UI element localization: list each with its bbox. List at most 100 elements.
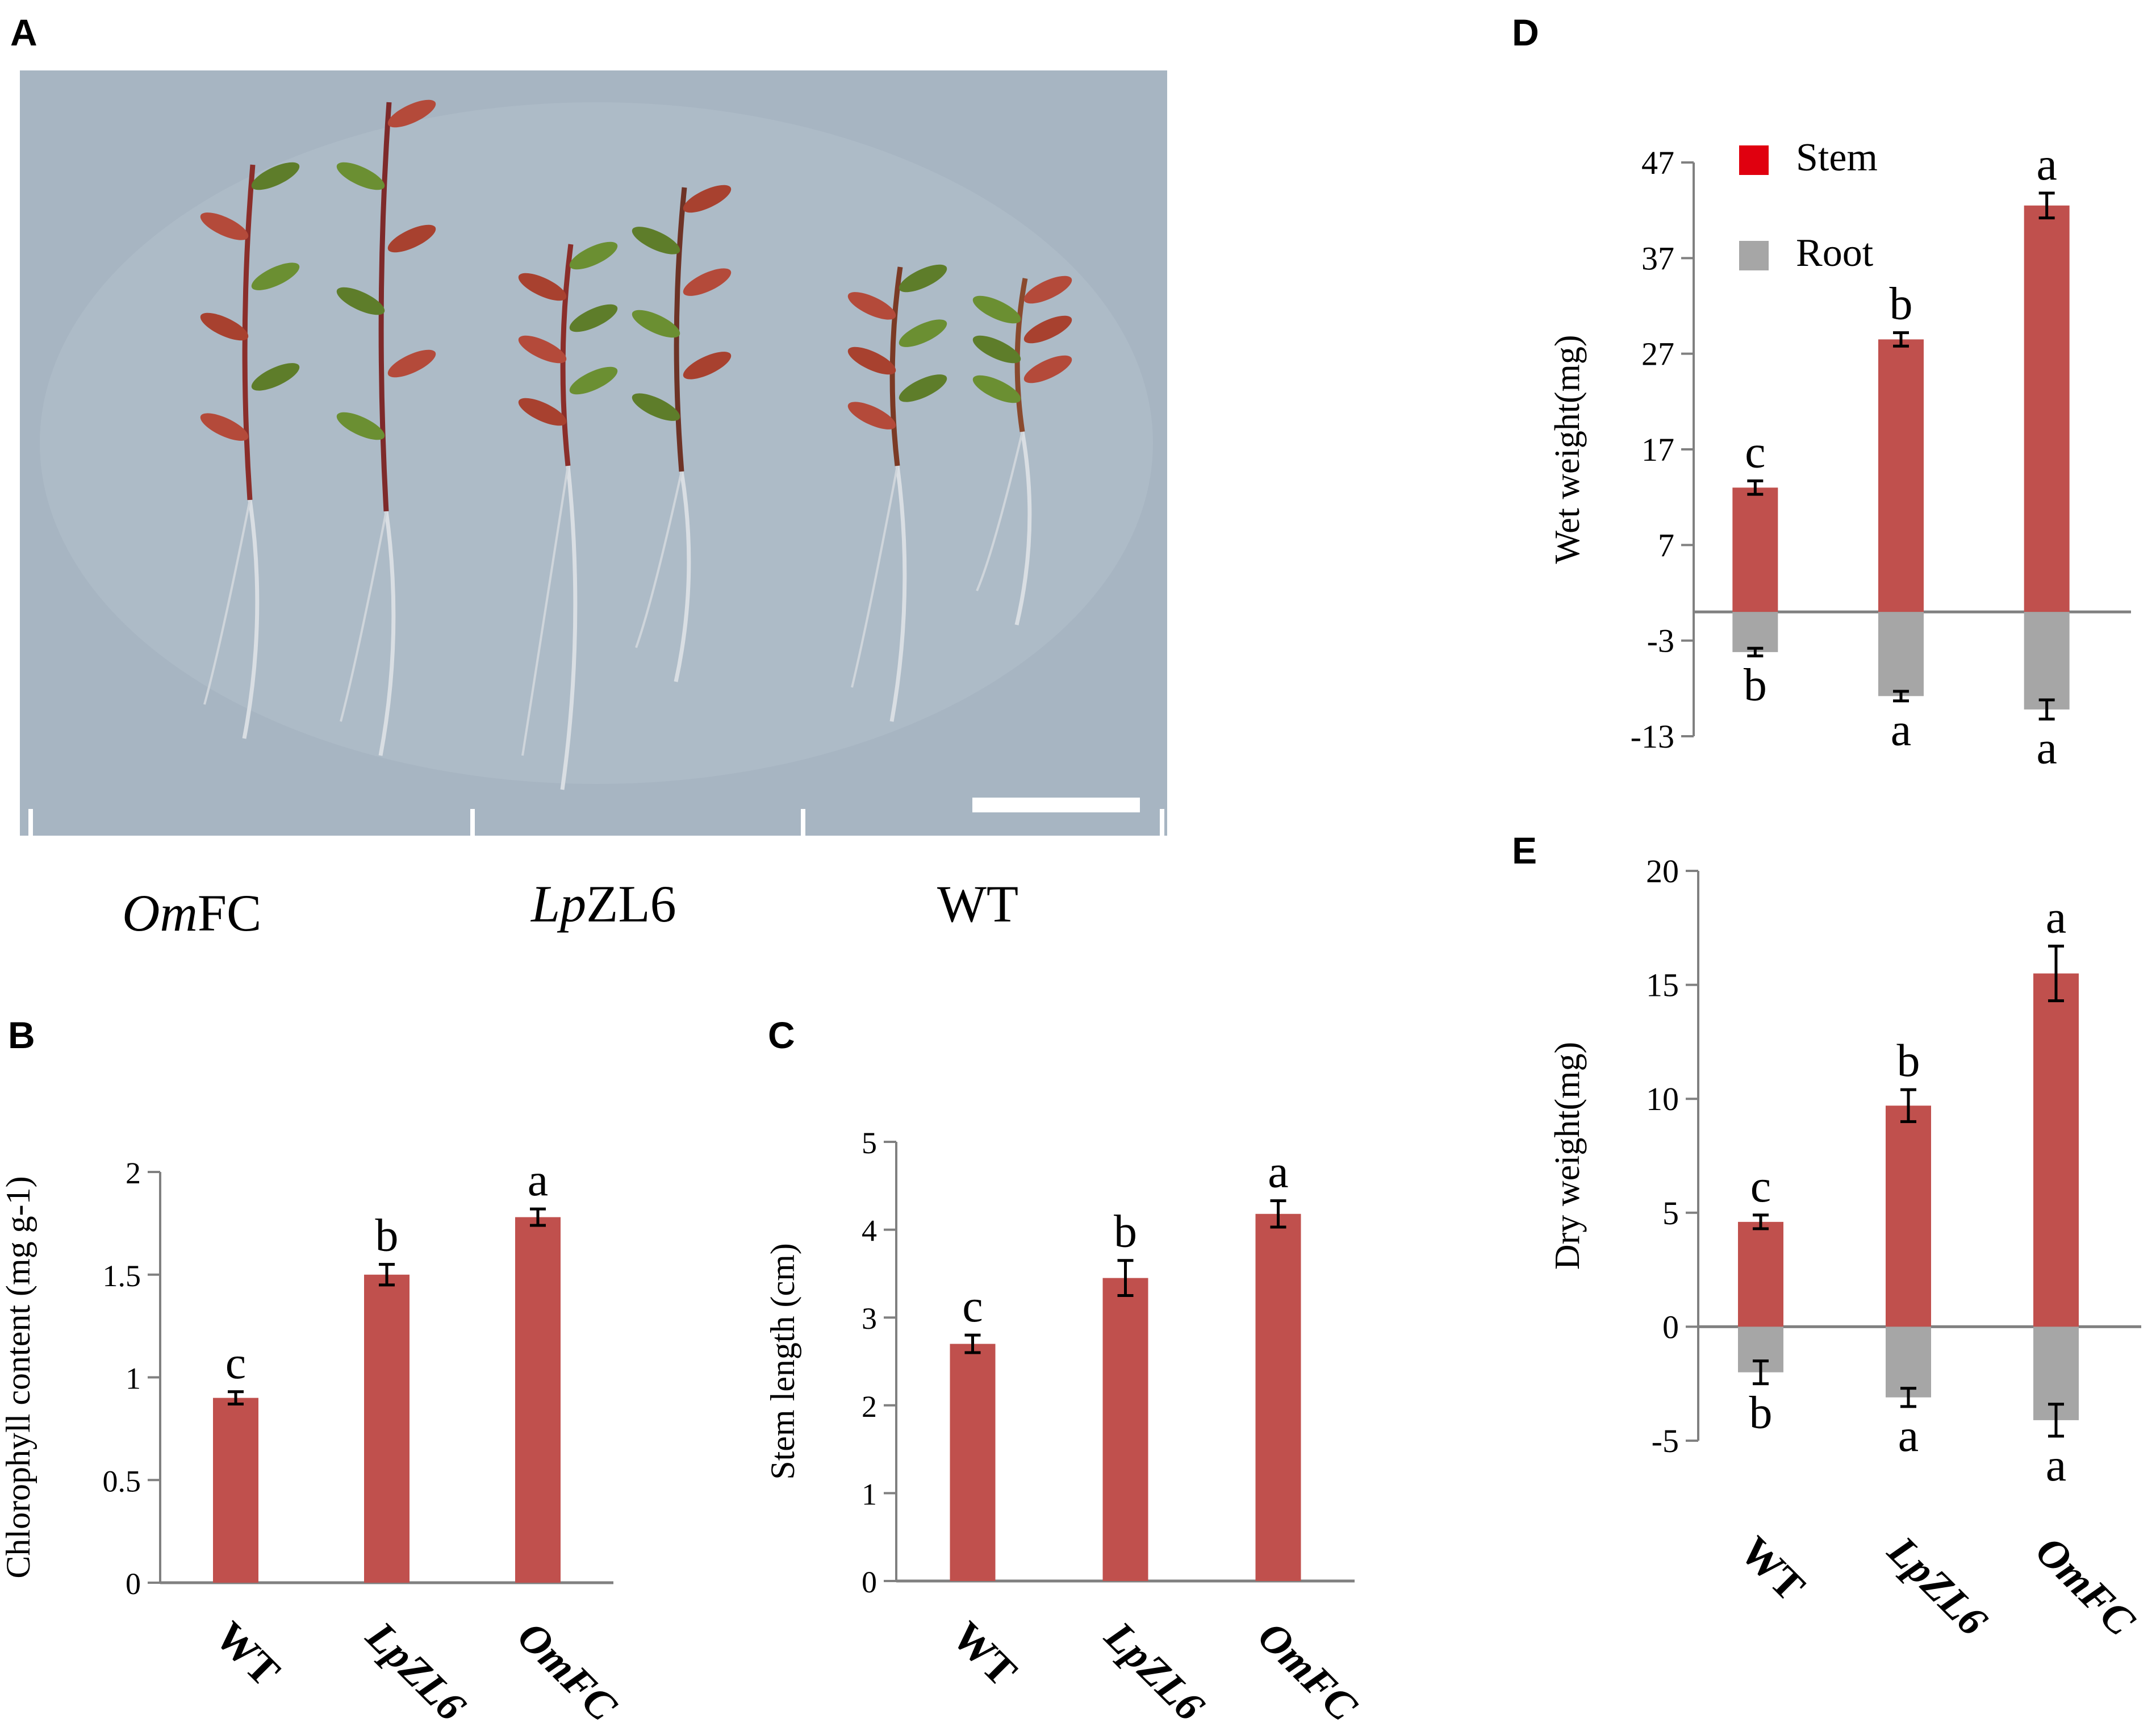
x-tick-label: WT [1731, 1528, 1814, 1610]
plantlet-leaf [899, 264, 947, 293]
y-tick-label: 7 [1658, 527, 1674, 564]
plantlet-leaf [569, 241, 618, 270]
bar [1738, 1221, 1783, 1327]
bar [1878, 339, 1924, 612]
legend: Stem Root [1739, 136, 1878, 275]
y-tick-label: 4 [862, 1214, 877, 1248]
plantlet-leaf [518, 398, 567, 426]
photo-label-lpzl6: LpZL6 [530, 875, 676, 933]
photo-label-wt: WT [937, 875, 1018, 933]
plantlet-leaf [683, 352, 732, 379]
x-tick-label: LpZL6 [1878, 1527, 1996, 1645]
plantlet-leaf [972, 295, 1021, 324]
panel-a: A OmFC LpZL6 WT [10, 11, 1167, 942]
plantlet-leaf [336, 162, 385, 190]
panel-letter-c: C [768, 1014, 795, 1056]
bar [515, 1217, 561, 1583]
plantlet-root [378, 511, 396, 756]
plate-glare [40, 102, 1153, 784]
plantlet-root [889, 465, 907, 722]
y-tick-label: 15 [1646, 967, 1679, 1004]
significance-letter: a [2046, 1439, 2066, 1491]
significance-letter: c [962, 1280, 983, 1332]
panel-letter-a: A [10, 11, 37, 53]
x-tick-label: OmFC [2027, 1528, 2144, 1645]
plantlet-root [635, 471, 683, 648]
bar [2024, 205, 2070, 612]
y-axis-label: Wet weight(mg) [1548, 335, 1587, 564]
y-tick-label: -13 [1631, 718, 1674, 755]
bar [364, 1274, 410, 1583]
significance-letter: b [1744, 659, 1767, 711]
legend-swatch [1739, 241, 1769, 270]
bar [1732, 612, 1778, 652]
photo-label-omfc-roman: FC [198, 884, 262, 942]
plantlet-root [203, 499, 251, 705]
significance-letter: b [375, 1209, 399, 1261]
scale-bar [972, 798, 1140, 812]
y-tick-label: 5 [862, 1126, 877, 1160]
plantlet-leaf [847, 402, 896, 429]
plantlet-leaf [200, 413, 249, 441]
significance-letter: a [1891, 704, 1911, 756]
plantlet-leaf [899, 374, 947, 402]
plantlet-root [1014, 431, 1032, 625]
plantlet-leaf [972, 375, 1021, 403]
plantlet-root [340, 511, 387, 722]
group-divider [1160, 809, 1164, 837]
chart-c-stem-length: 0 1 2 3 4 5 Stem length (cm) c b a WT LpZL6 OmFC [764, 1126, 1367, 1727]
y-tick-label: 1.5 [103, 1259, 141, 1293]
x-tick-label: OmFC [508, 1613, 626, 1727]
y-axis-label: Dry weight(mg) [1548, 1042, 1587, 1270]
significance-letter: a [1268, 1146, 1288, 1198]
legend-label: Root [1796, 231, 1874, 275]
plantlet-leaf [632, 393, 680, 421]
y-tick-label: 0 [126, 1567, 141, 1601]
plantlet-leaf [251, 262, 300, 290]
y-tick-label: 37 [1641, 240, 1674, 277]
y-tick-label: -3 [1647, 623, 1674, 660]
significance-letter: a [2036, 138, 2057, 190]
y-axis-label: Stem length (cm) [764, 1243, 801, 1480]
plantlet-root [521, 465, 569, 756]
y-tick-label: -5 [1652, 1423, 1679, 1459]
significance-letter: a [1898, 1409, 1919, 1461]
significance-letter: b [1890, 278, 1913, 329]
plantlet-leaf [569, 366, 618, 395]
plantlet-leaf [251, 363, 300, 391]
bar [213, 1398, 258, 1583]
bar [950, 1344, 996, 1581]
plantlet-leaf [972, 335, 1021, 364]
plantlet-root [674, 471, 691, 682]
plantlet-leaf [387, 99, 436, 128]
plantlet-leaf [899, 319, 947, 347]
y-tick-label: 0 [862, 1565, 877, 1599]
y-tick-label: 2 [126, 1156, 141, 1190]
y-tick-label: 3 [862, 1301, 877, 1336]
significance-letter: a [2036, 722, 2057, 774]
panel-letter-b: B [8, 1014, 35, 1056]
photo-label-omfc-italic: Om [122, 884, 198, 942]
x-tick-label: OmFC [1248, 1613, 1366, 1727]
plantlet-leaf [200, 212, 249, 240]
bar [1886, 1326, 1931, 1398]
y-tick-label: 1 [126, 1362, 141, 1396]
plantlet-leaf [200, 312, 249, 341]
photo-label-lpzl6-roman: ZL6 [586, 875, 676, 933]
legend-label: Stem [1796, 136, 1878, 180]
x-tick-label: WT [943, 1613, 1025, 1695]
y-tick-label: 20 [1646, 853, 1679, 890]
significance-letter: b [1749, 1387, 1773, 1438]
plantlet-leaf [336, 412, 385, 440]
chart-e-dry-weight: -5 0 5 10 15 20 Dry weight(mg) c b a b a a WT LpZL6 OmF… [1548, 853, 2144, 1645]
bar [1102, 1278, 1148, 1581]
y-tick-label: 2 [862, 1390, 877, 1424]
bar [1886, 1106, 1931, 1327]
photo-label-omfc: OmFC [122, 884, 261, 942]
group-divider [801, 809, 805, 837]
bar [2033, 973, 2079, 1327]
plantlet-leaf [251, 162, 300, 190]
plantlet-root [242, 499, 260, 739]
bar [1255, 1213, 1301, 1581]
plantlet-leaf [847, 292, 896, 320]
